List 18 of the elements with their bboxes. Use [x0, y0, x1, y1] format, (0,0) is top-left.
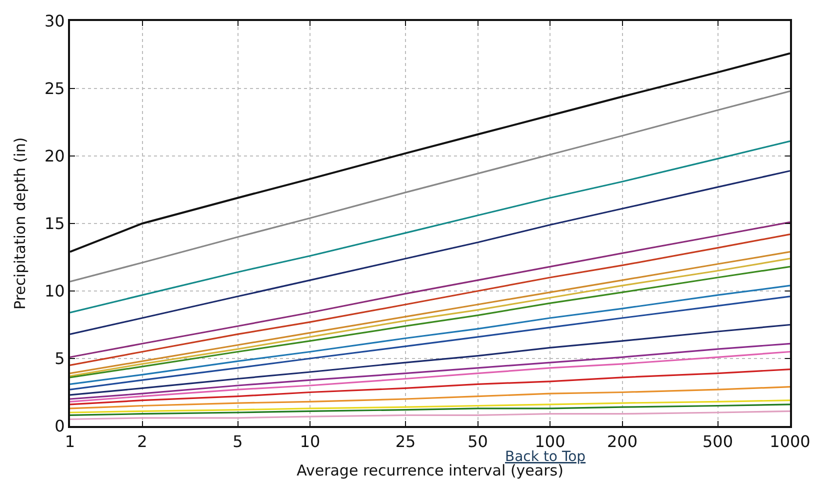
- y-axis-title: Precipitation depth (in): [11, 137, 30, 310]
- y-tick-label: 30: [44, 12, 65, 31]
- x-tick-label: 50: [468, 432, 488, 452]
- y-tick-label: 20: [44, 146, 65, 166]
- x-tick-label: 5: [232, 432, 243, 452]
- x-tick-label: 1: [64, 432, 76, 452]
- x-tick-label: 1000: [770, 432, 810, 452]
- x-tick-label: 500: [702, 432, 734, 452]
- x-tick-label: 2: [137, 432, 148, 452]
- x-tick-label: 25: [395, 432, 416, 452]
- x-tick-label: 100: [534, 432, 566, 452]
- x-tick-label: 10: [300, 432, 320, 452]
- x-tick-label: 200: [606, 432, 638, 452]
- y-tick-label: 0: [54, 416, 65, 436]
- y-tick-label: 5: [54, 349, 65, 368]
- y-tick-label: 10: [44, 282, 65, 301]
- y-tick-label: 25: [44, 79, 65, 98]
- y-tick-label: 15: [44, 214, 65, 234]
